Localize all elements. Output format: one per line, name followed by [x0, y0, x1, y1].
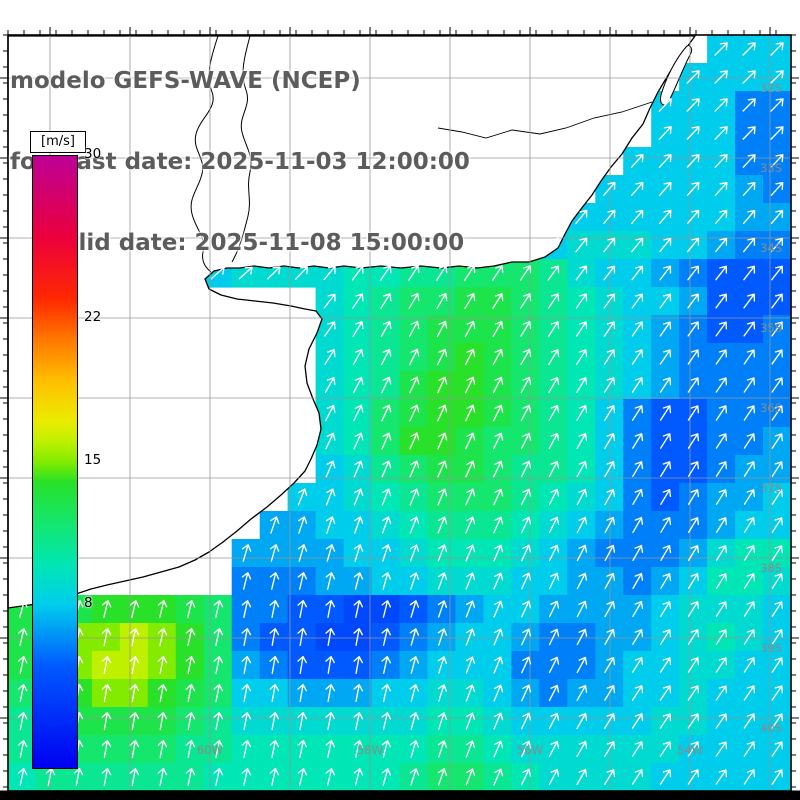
colorbar: [32, 155, 78, 769]
lat-label: 40S: [760, 721, 782, 735]
colorbar-tick-label: 30: [84, 146, 102, 162]
lat-label: 36S: [760, 401, 782, 415]
colorbar-unit-label: [m/s]: [30, 131, 86, 153]
plot-frame-ticks: [0, 27, 800, 800]
lat-label: 33S: [760, 161, 782, 175]
land-coastline: [7, 35, 696, 609]
forecast-date-label: forecast date: 2025-11-03 12:00:00: [10, 149, 470, 175]
lat-label: 39S: [760, 641, 782, 655]
colorbar-tick-label: 8: [84, 594, 93, 611]
model-title: modelo GEFS-WAVE (NCEP): [10, 68, 361, 94]
lon-label: 54W: [677, 743, 703, 757]
map-titles: modelo GEFS-WAVE (NCEP) forecast date: 2…: [10, 14, 470, 311]
direction-arrows: [17, 42, 784, 787]
lon-label: 60W: [197, 743, 223, 757]
coastline-path: [7, 35, 696, 609]
lat-label: 38S: [760, 561, 782, 575]
lat-label: 35S: [760, 321, 782, 335]
valid-date-label: valid date: 2025-11-08 15:00:00: [48, 230, 465, 256]
lon-label: 56W: [517, 743, 543, 757]
lat-label: 32S: [760, 81, 782, 95]
colorbar-tick-label: 22: [84, 309, 102, 326]
colorbar-tick-label: 15: [84, 452, 102, 468]
bottom-axis-band: [0, 790, 800, 800]
country-border-line: [437, 101, 653, 139]
lon-label: 58W: [357, 743, 383, 757]
lat-label: 34S: [760, 241, 782, 255]
river-line: [231, 35, 252, 263]
lat-label: 37S: [760, 481, 782, 495]
river-line: [190, 35, 219, 273]
axis-labels: 32S 33S 34S 35S 36S 37S 38S 39S 40S 60W 58W 56W 54W: [197, 81, 782, 757]
